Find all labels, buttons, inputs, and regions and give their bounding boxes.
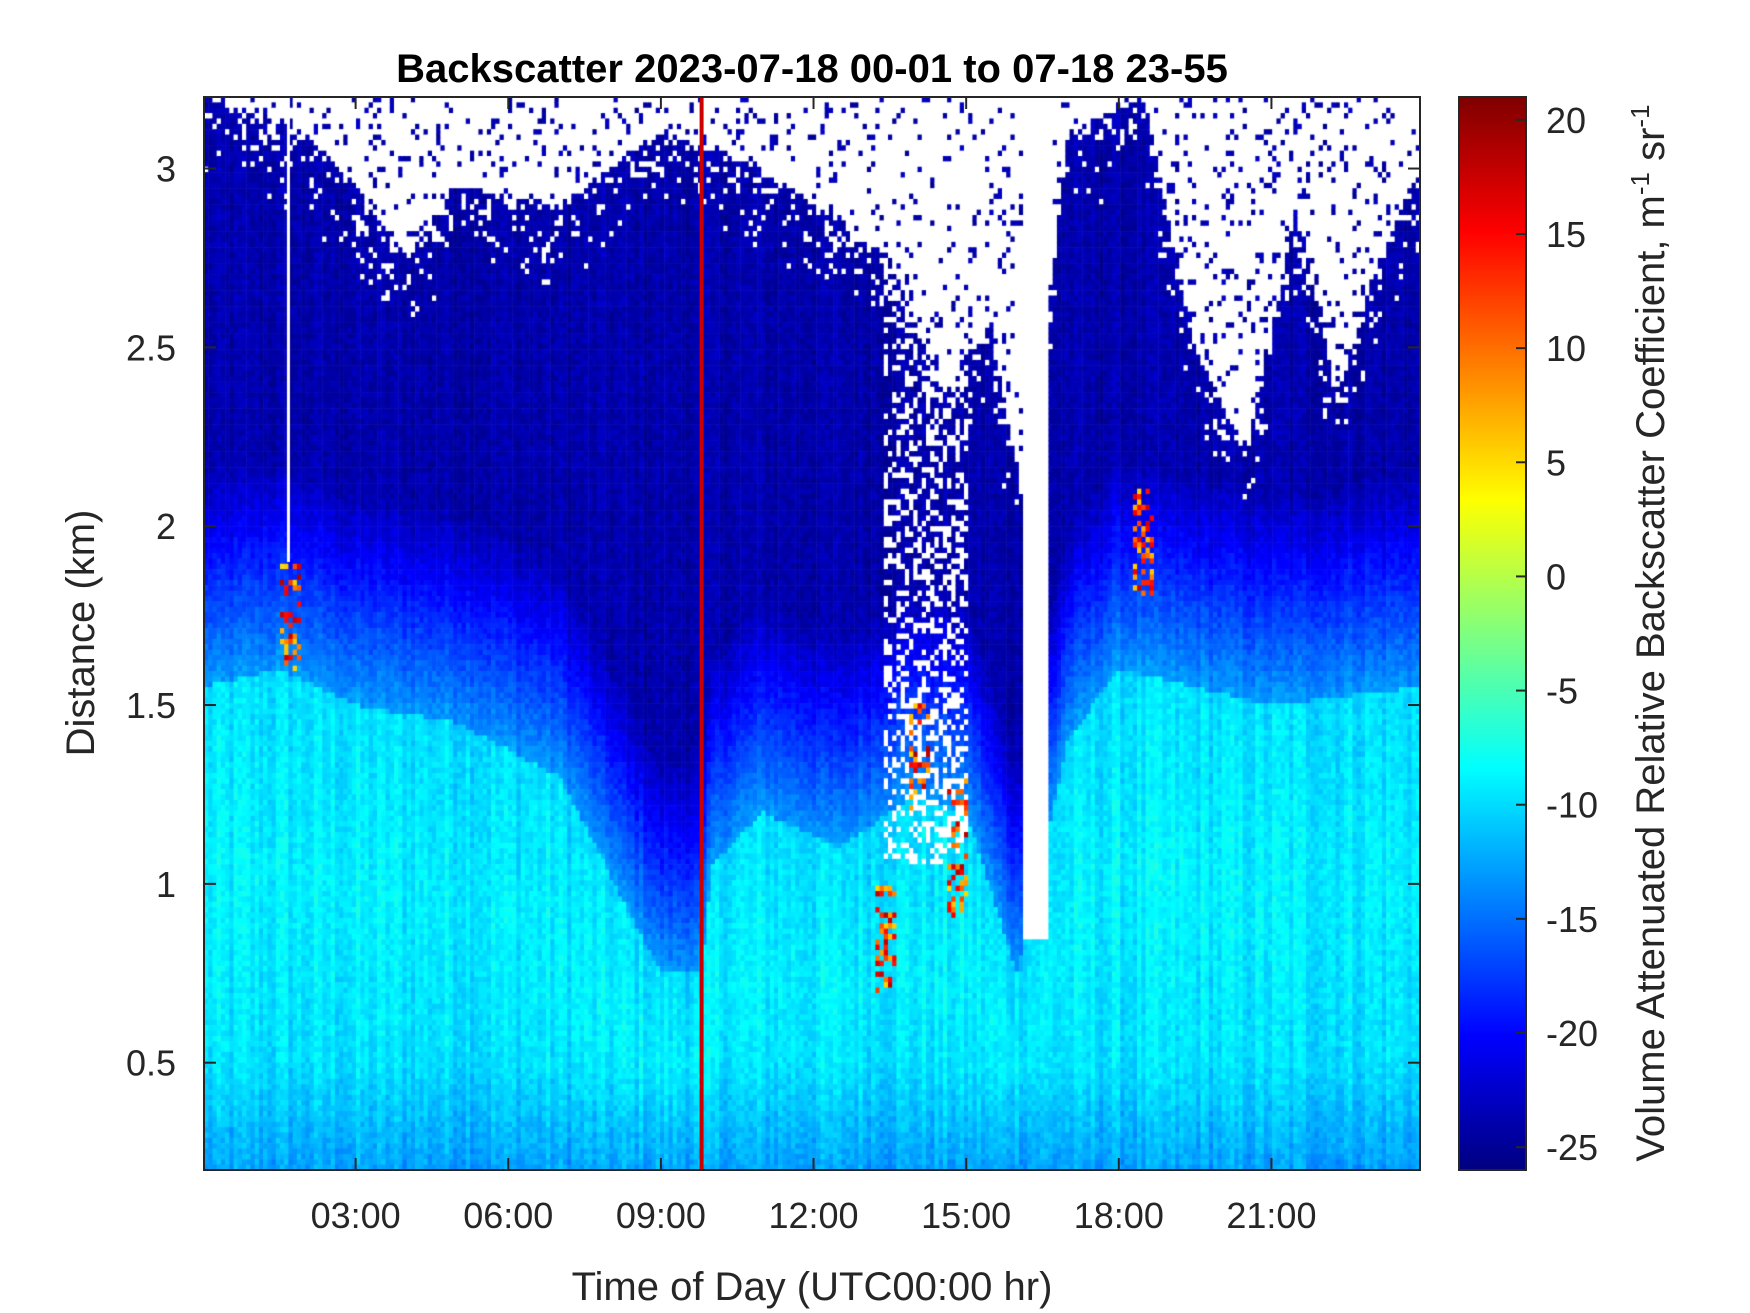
y-tick-label: 1 (156, 864, 176, 905)
colorbar-tick-label: -10 (1546, 785, 1598, 826)
colorbar-ticks: 20 15 10 5 0 -5 -10 -15 -20 -25 (1516, 100, 1598, 1168)
y-tick-label: 1.5 (126, 685, 176, 726)
colorbar-tick-label: 10 (1546, 328, 1586, 369)
colorbar-tick-label: 15 (1546, 214, 1586, 255)
chart-title: Backscatter 2023-07-18 00-01 to 07-18 23… (396, 47, 1228, 91)
colorbar-label-sr: sr (1629, 128, 1673, 172)
colorbar-tick-label: -15 (1546, 899, 1598, 940)
y-tick-label: 2.5 (126, 327, 176, 368)
y-tick-label: 2 (156, 506, 176, 547)
y-axis-label: Distance (km) (59, 510, 103, 757)
colorbar-label-main: Volume Attenuated Relative Backscatter C… (1629, 195, 1673, 1161)
colorbar-label-exp2: -1 (1625, 104, 1655, 127)
y-axis-ticks: 0.5 1 1.5 2 2.5 3 (126, 149, 1420, 1084)
x-tick-label: 12:00 (768, 1195, 858, 1236)
x-tick-label: 06:00 (463, 1195, 553, 1236)
x-tick-label: 03:00 (311, 1195, 401, 1236)
colorbar-label-exp1: -1 (1625, 172, 1655, 195)
x-axis-ticks: 03:00 06:00 09:00 12:00 15:00 18:00 21:00 (311, 97, 1316, 1236)
colorbar-tick-label: 0 (1546, 556, 1566, 597)
colorbar-tick-label: 5 (1546, 442, 1566, 483)
colorbar-gradient (1459, 97, 1526, 1170)
colorbar-tick-label: -25 (1546, 1127, 1598, 1168)
y-tick-label: 0.5 (126, 1043, 176, 1084)
colorbar-tick-label: -5 (1546, 671, 1578, 712)
x-tick-label: 09:00 (616, 1195, 706, 1236)
colorbar-label: Volume Attenuated Relative Backscatter C… (1625, 104, 1673, 1161)
colorbar-tick-label: -20 (1546, 1013, 1598, 1054)
x-axis-label: Time of Day (UTC00:00 hr) (572, 1265, 1053, 1309)
x-tick-label: 15:00 (921, 1195, 1011, 1236)
x-tick-label: 18:00 (1074, 1195, 1164, 1236)
colorbar-frame (1458, 96, 1527, 1171)
backscatter-heatmap (204, 97, 1420, 1170)
colorbar-tick-label: 20 (1546, 100, 1586, 141)
plot-frame (203, 96, 1421, 1171)
y-tick-label: 3 (156, 149, 176, 190)
x-tick-label: 21:00 (1226, 1195, 1316, 1236)
